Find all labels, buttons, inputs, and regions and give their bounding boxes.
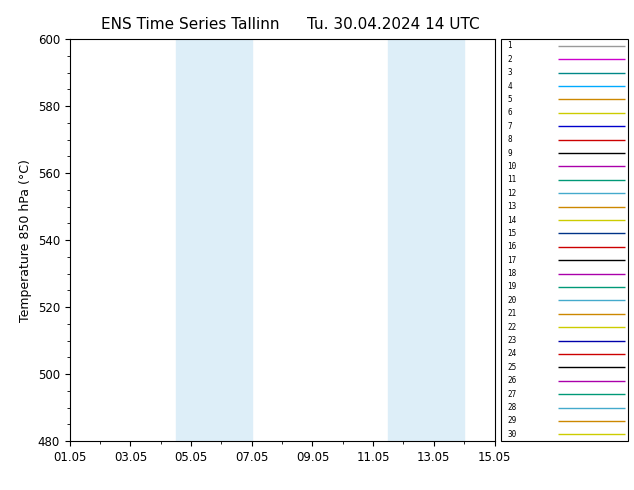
Text: 1: 1 — [507, 41, 512, 50]
Text: 26: 26 — [507, 376, 517, 385]
Text: 17: 17 — [507, 256, 517, 265]
Text: 19: 19 — [507, 282, 517, 292]
Text: 27: 27 — [507, 390, 517, 399]
Text: 5: 5 — [507, 95, 512, 104]
Text: 24: 24 — [507, 349, 517, 359]
Bar — [388, 39, 464, 441]
Text: ENS Time Series Tallinn: ENS Time Series Tallinn — [101, 17, 280, 32]
Text: 21: 21 — [507, 309, 517, 318]
Text: 16: 16 — [507, 242, 517, 251]
Text: 23: 23 — [507, 336, 517, 345]
Text: 22: 22 — [507, 322, 517, 332]
Text: 30: 30 — [507, 430, 517, 439]
Text: 25: 25 — [507, 363, 517, 372]
Text: 4: 4 — [507, 81, 512, 91]
Bar — [176, 39, 252, 441]
Text: 15: 15 — [507, 229, 517, 238]
Text: 9: 9 — [507, 148, 512, 158]
Text: Tu. 30.04.2024 14 UTC: Tu. 30.04.2024 14 UTC — [307, 17, 479, 32]
Text: 8: 8 — [507, 135, 512, 144]
Text: 3: 3 — [507, 68, 512, 77]
Text: 6: 6 — [507, 108, 512, 118]
Text: 29: 29 — [507, 416, 517, 425]
Y-axis label: Temperature 850 hPa (°C): Temperature 850 hPa (°C) — [19, 159, 32, 321]
Text: 2: 2 — [507, 55, 512, 64]
Text: 7: 7 — [507, 122, 512, 131]
Text: 12: 12 — [507, 189, 517, 198]
Text: 20: 20 — [507, 296, 517, 305]
Text: 14: 14 — [507, 216, 517, 224]
Text: 11: 11 — [507, 175, 517, 184]
Text: 18: 18 — [507, 269, 517, 278]
Text: 10: 10 — [507, 162, 517, 171]
Text: 28: 28 — [507, 403, 517, 412]
Text: 13: 13 — [507, 202, 517, 211]
